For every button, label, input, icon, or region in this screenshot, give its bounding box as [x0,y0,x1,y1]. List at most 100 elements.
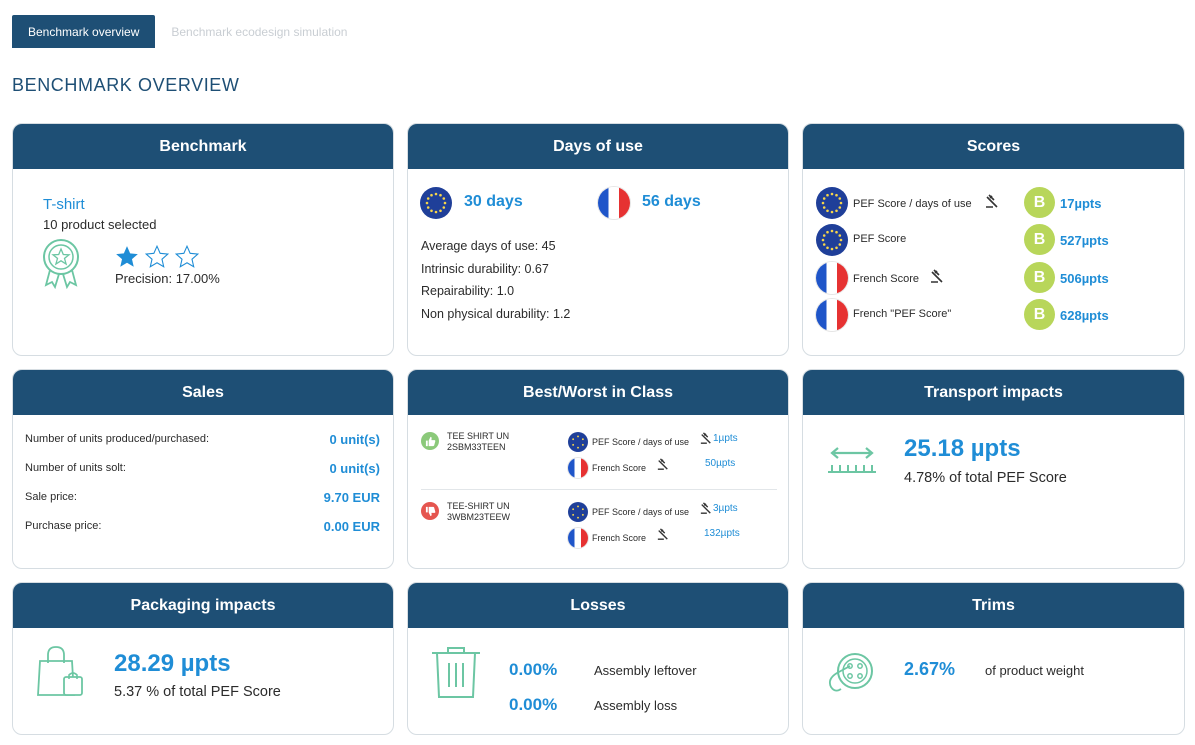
france-flag-icon [568,458,588,478]
score-value: 506µpts [1060,271,1109,286]
intrinsic-durability: Intrinsic durability: 0.67 [421,261,549,276]
tab-benchmark-ecodesign-simulation[interactable]: Benchmark ecodesign simulation [171,24,348,39]
star-filled-icon [116,246,138,267]
tab-bar: Benchmark overview Benchmark ecodesign s… [12,15,363,48]
score-label: French "PEF Score" [853,308,952,320]
worst-product-name-line1: TEE-SHIRT UN [447,501,510,511]
grade-badge: B [1024,262,1055,293]
score-label: French Score [853,273,920,285]
repairability: Repairability: 1.0 [421,284,515,298]
assembly-leftover-label: Assembly leftover [594,663,697,678]
score-value: 17µpts [1060,196,1102,211]
worst-pef-label: PEF Score / days of use [592,507,690,517]
grade-badge: B [1024,299,1055,330]
packaging-impact-value: 28.29 µpts [114,650,231,677]
best-product-name-line1: TEE SHIRT UN [447,431,510,441]
transport-card: Transport impacts 25.18 µpts 4.78% of to… [802,369,1185,569]
products-selected-count: 10 product selected [43,217,157,232]
score-label: PEF Score / days of use [853,198,972,210]
best-product-name[interactable]: TEE SHIRT UN 2SBM33TEEN [447,431,509,453]
purchase-price-label: Purchase price: [25,520,102,532]
best-worst-card-title: Best/Worst in Class [408,370,788,415]
eu-flag-icon [568,502,588,522]
worst-product-name-line2: 3WBM23TEEW [447,512,511,522]
france-flag-icon [816,262,848,294]
best-fr-value: 50µpts [705,458,736,469]
tab-benchmark-overview[interactable]: Benchmark overview [12,15,156,48]
gavel-icon [657,458,668,470]
worst-fr-label: French Score [592,533,647,543]
trash-bin-icon [432,647,480,698]
sale-price-value: 9.70 EUR [323,490,380,505]
best-pef-value: 1µpts [713,433,738,444]
transport-impact-share: 4.78% of total PEF Score [904,470,1067,486]
scores-card-title: Scores [803,124,1184,169]
france-flag-icon [598,187,630,219]
days-of-use-card: Days of use 30 days 56 days Average days… [407,123,789,356]
divider [421,489,777,490]
button-thread-icon [828,653,873,692]
france-flag-icon [568,528,588,548]
units-sold-label: Number of units solt: [25,462,126,474]
worst-product-name[interactable]: TEE-SHIRT UN 3WBM23TEEW [447,501,510,523]
packaging-card: Packaging impacts 28.29 µpts 5.37 % of t… [12,582,394,735]
score-value: 628µpts [1060,308,1109,323]
worst-pef-value: 3µpts [713,503,738,514]
score-value: 527µpts [1060,233,1109,248]
sale-price-label: Sale price: [25,491,77,503]
worst-fr-value: 132µpts [704,528,740,539]
units-produced-value: 0 unit(s) [329,432,380,447]
best-pef-label: PEF Score / days of use [592,437,690,447]
gavel-icon [986,194,998,208]
fr-days-value: 56 days [642,193,701,210]
packaging-card-title: Packaging impacts [13,583,393,628]
best-product-name-line2: 2SBM33TEEN [447,442,506,452]
grade-badge: B [1024,224,1055,255]
sales-card: Sales Number of units produced/purchased… [12,369,394,569]
thumbs-down-icon [421,502,439,520]
grade-badge: B [1024,187,1055,218]
sales-card-title: Sales [13,370,393,415]
purchase-price-value: 0.00 EUR [323,519,380,534]
product-name-link[interactable]: T-shirt [43,196,85,213]
trims-value: 2.67% [904,659,956,679]
gavel-icon [931,269,943,283]
star-empty-icon [174,244,200,268]
award-badge-icon [40,237,82,294]
gavel-icon [700,432,711,444]
days-of-use-details: Average days of use: 45 Intrinsic durabi… [421,235,570,325]
packaging-impact-share: 5.37 % of total PEF Score [114,684,281,700]
scores-card: Scores PEF Score / days of use B 17µpts … [802,123,1185,356]
score-label: PEF Score [853,233,907,245]
eu-flag-icon [816,187,848,219]
eu-flag-icon [420,187,452,219]
shopping-bag-icon [37,646,83,696]
days-of-use-card-title: Days of use [408,124,788,169]
non-physical-durability: Non physical durability: 1.2 [421,306,571,321]
average-days-of-use: Average days of use: 45 [421,239,556,253]
transport-card-title: Transport impacts [803,370,1184,415]
trims-card: Trims 2.67% of product weight [802,582,1185,735]
best-worst-card: Best/Worst in Class TEE SHIRT UN 2SBM33T… [407,369,789,569]
assembly-loss-label: Assembly loss [594,698,678,713]
assembly-leftover-value: 0.00% [509,660,558,679]
thumbs-up-icon [421,432,439,450]
units-sold-value: 0 unit(s) [329,461,380,476]
star-empty-icon [144,244,170,268]
units-produced-label: Number of units produced/purchased: [25,433,210,445]
page-title: BENCHMARK OVERVIEW [12,75,240,95]
transport-impact-value: 25.18 µpts [904,435,1021,462]
benchmark-card: Benchmark T-shirt 10 product selected Pr… [12,123,394,356]
benchmark-card-title: Benchmark [13,124,393,169]
eu-flag-icon [568,432,588,452]
best-fr-label: French Score [592,463,647,473]
trims-label: of product weight [985,663,1085,678]
transport-arrows-icon [828,447,876,473]
trims-card-title: Trims [803,583,1184,628]
losses-card: Losses 0.00% Assembly leftover 0.00% Ass… [407,582,789,735]
france-flag-icon [816,299,848,331]
gavel-icon [700,502,711,514]
eu-days-value: 30 days [464,193,523,210]
losses-card-title: Losses [408,583,788,628]
eu-flag-icon [816,224,848,256]
